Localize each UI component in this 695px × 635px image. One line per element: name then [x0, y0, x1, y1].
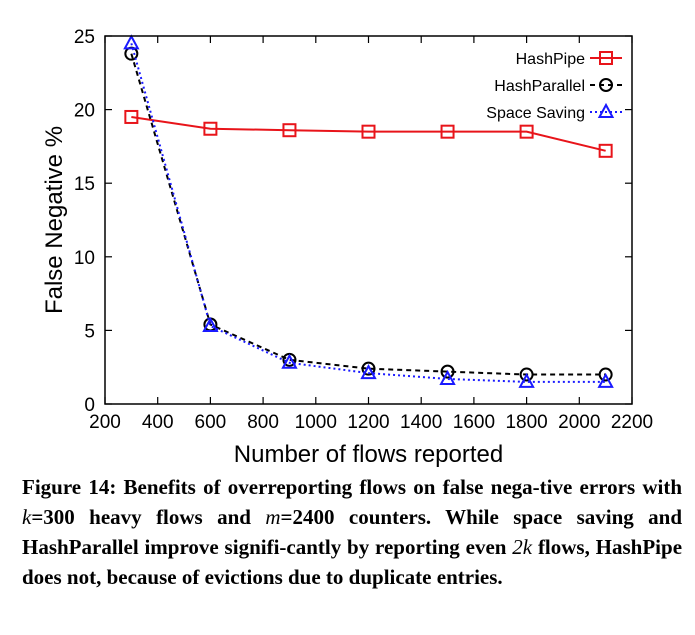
y-tick-label: 5	[84, 321, 95, 342]
series-line-hashpipe	[131, 115, 606, 152]
x-tick-label: 1800	[505, 412, 547, 433]
series-hashparallel	[124, 46, 613, 382]
data-point-hashpipe	[282, 123, 297, 138]
figure-label: Figure 14:	[22, 475, 117, 499]
y-tick-label: 10	[74, 248, 95, 269]
data-point-hashparallel	[519, 367, 534, 382]
legend-label-space-saving: Space Saving	[486, 105, 585, 122]
x-tick-label: 1200	[347, 412, 389, 433]
y-axis-title: False Negative %	[41, 126, 68, 314]
data-point-hashpipe	[361, 124, 376, 139]
legend-label-hashpipe: HashPipe	[516, 51, 585, 68]
figure-caption: Figure 14: Benefits of overreporting flo…	[22, 472, 682, 592]
data-point-space-saving	[360, 363, 377, 380]
data-point-space-saving	[518, 372, 535, 388]
data-point-hashpipe	[598, 143, 613, 158]
data-point-space-saving	[202, 316, 219, 332]
caption-text-4: flows, HashPipe does not, because of evi…	[22, 535, 683, 589]
data-point-space-saving	[123, 34, 140, 50]
y-tick-label: 25	[74, 27, 95, 48]
legend-label-hashparallel: HashParallel	[494, 78, 585, 95]
x-tick-label: 200	[89, 412, 121, 433]
x-tick-label: 1400	[400, 412, 442, 433]
series-line-space-saving	[130, 43, 606, 383]
x-tick-label: 2000	[558, 412, 600, 433]
y-tick-label: 15	[74, 174, 95, 195]
legend-marker-hashpipe	[599, 51, 613, 65]
data-point-hashpipe	[519, 124, 534, 139]
series-space-saving	[123, 34, 614, 388]
data-point-hashparallel	[440, 364, 455, 379]
caption-text-3: =2400 counters. While space saving and H…	[22, 505, 683, 559]
x-tick-label: 1000	[295, 412, 337, 433]
legend-marker-space-saving	[597, 102, 615, 118]
x-tick-label: 400	[142, 412, 174, 433]
caption-var-k: k	[22, 505, 32, 529]
data-point-space-saving	[439, 369, 456, 385]
series-line-hashparallel	[130, 53, 606, 376]
tick-labels: 200 400 600 800 1000 1200 1400 1600 1800 2000 2200…	[74, 27, 653, 433]
data-point-hashpipe	[203, 121, 218, 136]
caption-text-2: =300 heavy flows and	[31, 505, 251, 529]
x-tick-label: 600	[195, 412, 227, 433]
x-axis-title: Number of flows reported	[234, 441, 503, 468]
caption-two-k: 2k	[512, 535, 533, 559]
caption-text-1: Benefits of overreporting flows on false…	[123, 475, 682, 499]
caption-var-m: m	[265, 505, 281, 529]
series-layer	[123, 34, 614, 388]
x-tick-label: 2200	[611, 412, 653, 433]
y-tick-label: 0	[84, 395, 95, 416]
y-tick-label: 20	[74, 101, 95, 122]
data-point-hashparallel	[598, 367, 613, 382]
series-hashpipe	[124, 109, 613, 158]
plot-frame	[104, 35, 633, 405]
data-point-space-saving	[281, 353, 298, 369]
data-point-space-saving	[597, 372, 614, 388]
data-point-hashpipe	[124, 109, 139, 124]
legend-marker-hashparallel	[599, 78, 613, 92]
data-point-hashpipe	[440, 124, 455, 139]
legend: HashPipe HashParallel Space Saving	[486, 51, 622, 122]
line-chart: 200 400 600 800 1000 1200 1400 1600 1800 2000 2200…	[41, 27, 653, 468]
x-tick-label: 1600	[453, 412, 495, 433]
x-tick-label: 800	[247, 412, 279, 433]
data-point-hashparallel	[361, 361, 376, 376]
